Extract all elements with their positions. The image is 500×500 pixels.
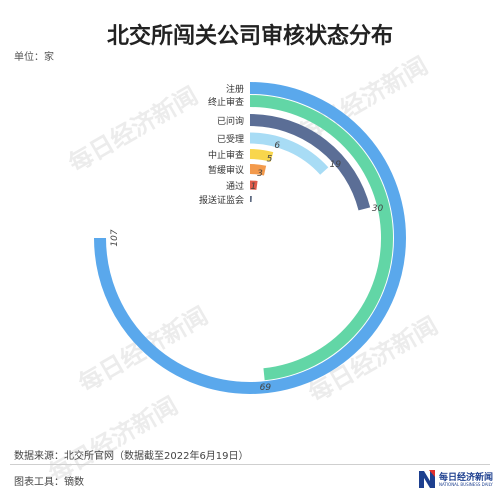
category-label: 已问询 [217,115,244,127]
radial-bar [249,114,371,211]
footer-divider [10,464,490,465]
category-label: 注册 [226,83,244,95]
category-label: 通过 [226,180,244,192]
chart-title: 北交所闯关公司审核状态分布 [106,24,393,49]
category-label: 报送证监会 [199,194,244,206]
category-label: 中止审查 [208,149,244,161]
data-source: 数据来源：北交所官网（数据截至2022年6月19日） [14,451,249,462]
value-label: 69 [260,383,272,393]
radial-bar [249,95,394,381]
radial-bar [249,164,267,176]
value-label: 3 [257,169,263,179]
radial-bar [249,149,274,162]
category-label: 暂缓审议 [208,164,244,176]
value-label: 19 [330,160,342,170]
category-label: 已受理 [217,133,244,145]
publisher-logo-icon [419,470,435,488]
category-label: 终止审查 [208,96,244,108]
radial-bar [249,132,329,175]
publisher-logo: 每日经济新闻 NATIONAL BUSINESS DAILY [417,468,495,492]
publisher-logo-name: 每日经济新闻 [439,473,494,483]
publisher-logo-subtitle: NATIONAL BUSINESS DAILY [439,482,493,487]
unit-label: 单位：家 [14,52,54,63]
value-label: 1 [250,182,256,192]
value-label: 5 [267,154,273,164]
value-label: 6 [274,141,280,151]
value-label: 30 [372,204,384,214]
chart-tool: 图表工具：镝数 [14,477,84,488]
radial-bar [94,82,406,394]
value-label: 107 [110,229,120,246]
